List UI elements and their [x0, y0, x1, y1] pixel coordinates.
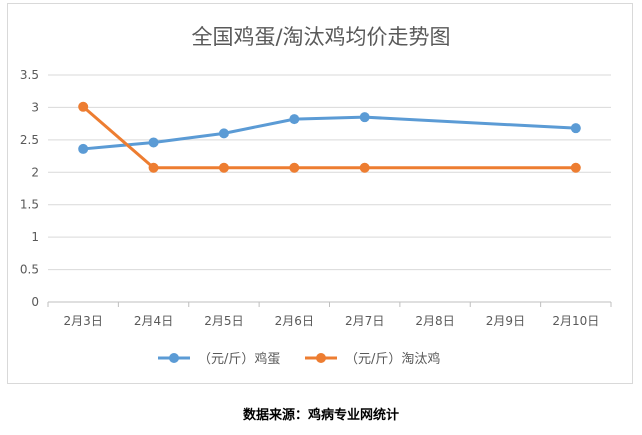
y-tick-label: 3.5 [20, 68, 39, 82]
y-tick-label: 1 [31, 230, 39, 244]
data-point [218, 128, 229, 139]
data-point [289, 114, 300, 125]
x-tick-label: 2月4日 [134, 314, 173, 328]
axes: 0 0.5 1 1.5 2 2.5 3 3.5 2月3日 2月4日 2月5日 2月6日 2月7日 2月8日… [20, 68, 612, 328]
data-point [359, 162, 370, 173]
data-point [289, 162, 300, 173]
x-tick-label: 2月5日 [204, 314, 243, 328]
source-note: 数据来源：鸡病专业网统计 [242, 408, 399, 423]
data-point [570, 162, 581, 173]
x-tick-label: 2月9日 [486, 314, 525, 328]
chart-frame: 全国鸡蛋/淘汰鸡均价走势图 0 0.5 1 1.5 2 2.5 3 3.5 2月3日 2月4日 2月… [7, 3, 633, 384]
y-tick-label: 0.5 [20, 263, 39, 277]
legend-label: （元/斤）鸡蛋 [198, 351, 280, 367]
data-point [148, 162, 159, 173]
data-point [78, 143, 89, 154]
chart-title: 全国鸡蛋/淘汰鸡均价走势图 [191, 25, 450, 49]
line-chart: 全国鸡蛋/淘汰鸡均价走势图 0 0.5 1 1.5 2 2.5 3 3.5 2月3日 2月4日 2月… [20, 25, 612, 367]
gridlines [48, 74, 611, 271]
series-line [81, 115, 578, 151]
x-tick-label: 2月3日 [64, 314, 103, 328]
series-line [81, 105, 578, 170]
x-tick-label: 2月7日 [345, 314, 384, 328]
y-tick-label: 1.5 [20, 198, 39, 212]
series [78, 101, 581, 173]
data-point [570, 123, 581, 134]
legend: （元/斤）鸡蛋 （元/斤）淘汰鸡 [158, 351, 440, 367]
data-point [218, 162, 229, 173]
data-point [78, 101, 89, 112]
legend-swatch-marker [316, 353, 326, 363]
x-tick-label: 2月8日 [415, 314, 454, 328]
legend-label: （元/斤）淘汰鸡 [345, 351, 440, 367]
data-point [148, 137, 159, 148]
y-tick-label: 3 [31, 100, 39, 114]
y-tick-label: 2.5 [20, 133, 39, 147]
data-point [359, 112, 370, 123]
legend-swatch-marker [169, 353, 179, 363]
y-tick-label: 0 [31, 295, 39, 309]
y-tick-label: 2 [31, 165, 39, 179]
x-tick-label: 2月10日 [552, 314, 599, 328]
x-tick-label: 2月6日 [275, 314, 314, 328]
